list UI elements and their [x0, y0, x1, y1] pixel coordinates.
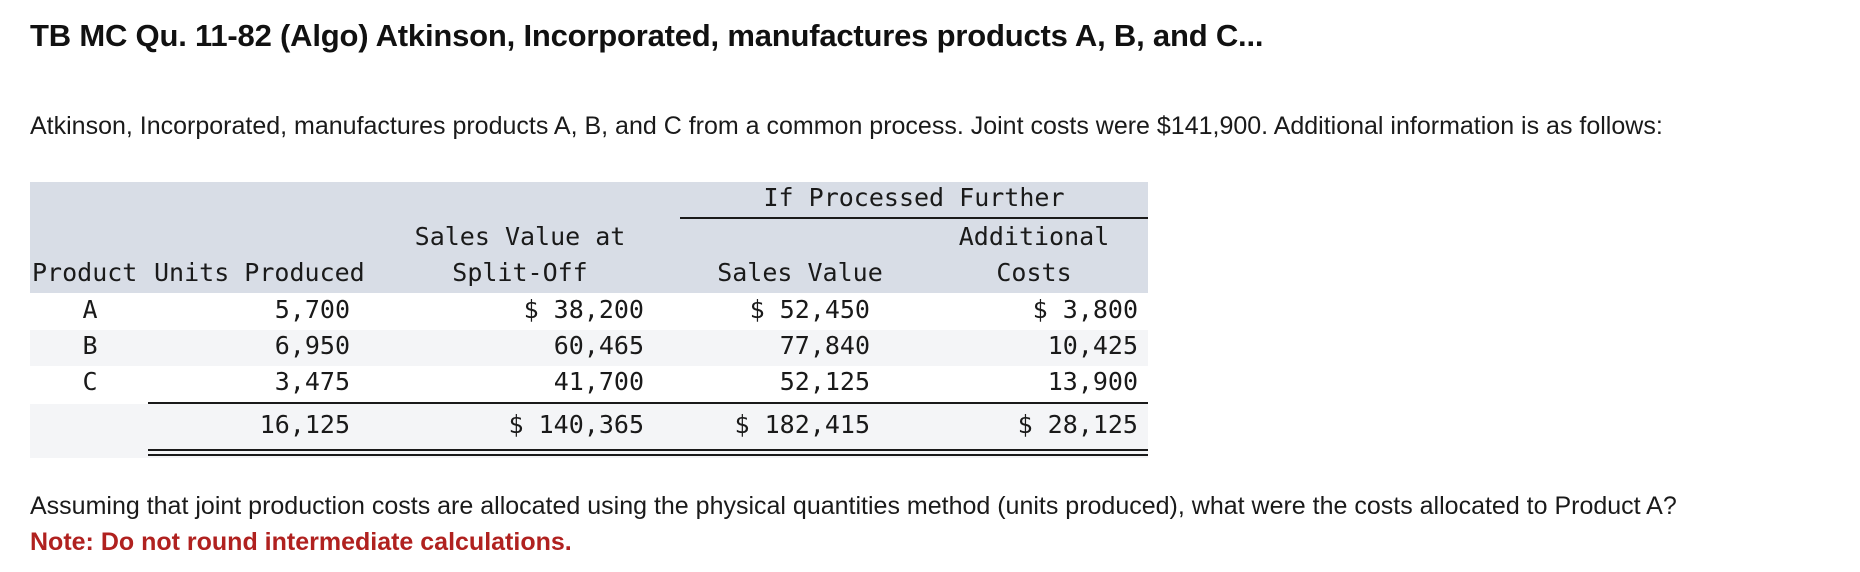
row-c-product: C: [82, 367, 98, 396]
header-split-off-line1: Sales Value at: [414, 222, 626, 251]
row-b-additional-costs: 10,425: [1047, 331, 1138, 360]
totals-top-rule: [148, 402, 1148, 404]
header-units-produced: Units Produced: [154, 258, 365, 287]
row-a-additional-costs: $ 3,800: [1032, 295, 1138, 324]
row-b-sales-value: 77,840: [779, 331, 870, 360]
header-additional-costs-line1: Additional: [958, 222, 1110, 251]
row-b-split-off-value: 60,465: [553, 331, 644, 360]
total-sales-value: $ 182,415: [734, 410, 870, 439]
problem-intro: Atkinson, Incorporated, manufactures pro…: [30, 112, 1663, 140]
table-row-stripe: [30, 330, 1148, 366]
row-c-units: 3,475: [274, 367, 350, 396]
total-split-off-value: $ 140,365: [508, 410, 644, 439]
group-header-underline: [680, 217, 1148, 219]
row-a-product: A: [82, 295, 98, 324]
header-product: Product: [32, 258, 138, 287]
header-additional-costs-line2: Costs: [996, 258, 1072, 287]
totals-double-rule-lower: [148, 454, 1148, 456]
question-text: Assuming that joint production costs are…: [30, 492, 1677, 520]
header-sales-value: Sales Value: [717, 258, 883, 287]
row-c-additional-costs: 13,900: [1047, 367, 1138, 396]
group-header-processed-further: If Processed Further: [763, 183, 1065, 212]
row-b-units: 6,950: [274, 331, 350, 360]
product-data-table: If Processed Further Sales Value at Spli…: [30, 182, 1148, 458]
total-additional-costs: $ 28,125: [1017, 410, 1138, 439]
row-a-split-off-value: $ 38,200: [523, 295, 644, 324]
row-b-product: B: [82, 331, 98, 360]
row-a-units: 5,700: [274, 295, 350, 324]
table-header-background: [30, 182, 1148, 293]
totals-double-rule-upper: [148, 449, 1148, 451]
row-c-split-off-value: 41,700: [553, 367, 644, 396]
total-units: 16,125: [259, 410, 350, 439]
row-a-sales-value: $ 52,450: [749, 295, 870, 324]
header-split-off-line2: Split-Off: [452, 258, 588, 287]
rounding-note: Note: Do not round intermediate calculat…: [30, 528, 572, 556]
question-title: TB MC Qu. 11-82 (Algo) Atkinson, Incorpo…: [30, 18, 1264, 53]
row-c-sales-value: 52,125: [779, 367, 870, 396]
